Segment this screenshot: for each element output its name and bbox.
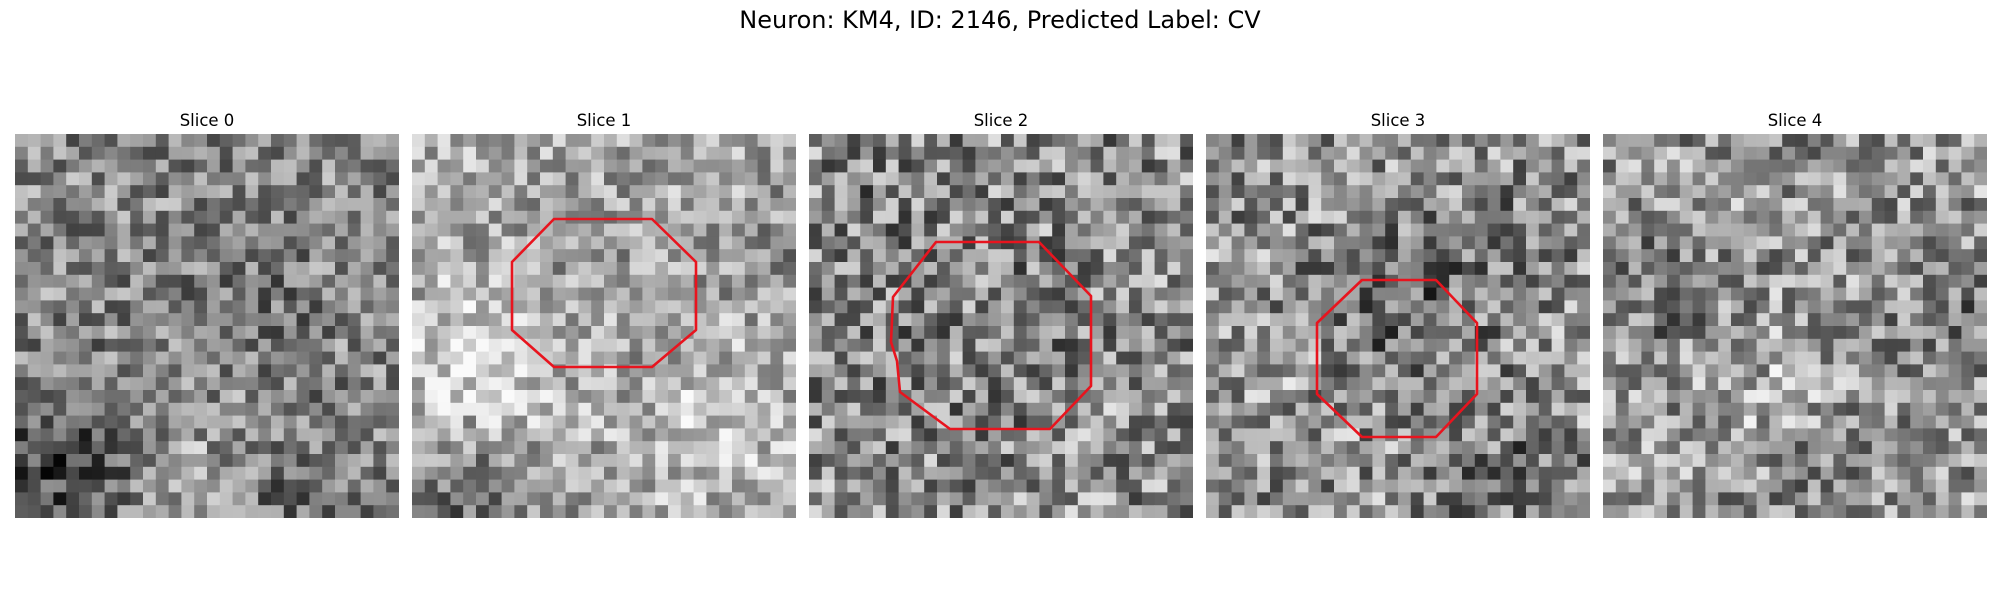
slice-panel-3: Slice 3 <box>1206 108 1590 518</box>
slice-title-1: Slice 1 <box>576 111 632 130</box>
contour-outline-3 <box>1315 278 1479 439</box>
figure-title: Neuron: KM4, ID: 2146, Predicted Label: … <box>739 6 1261 34</box>
slice-image-4 <box>1603 134 1987 518</box>
contour-outline-1 <box>510 217 698 369</box>
slice-title-2: Slice 2 <box>973 111 1029 130</box>
slice-image-0 <box>15 134 399 518</box>
slice-panel-1: Slice 1 <box>412 108 796 518</box>
slice-title-0: Slice 0 <box>179 111 235 130</box>
slice-title-4: Slice 4 <box>1767 111 1823 130</box>
slice-image-2 <box>809 134 1193 518</box>
slice-title-3: Slice 3 <box>1370 111 1426 130</box>
slice-image-1 <box>412 134 796 518</box>
slice-panel-2: Slice 2 <box>809 108 1193 518</box>
slice-panel-4: Slice 4 <box>1603 108 1987 518</box>
contour-outline-2 <box>889 240 1093 431</box>
slice-panel-0: Slice 0 <box>15 108 399 518</box>
slice-image-3 <box>1206 134 1590 518</box>
